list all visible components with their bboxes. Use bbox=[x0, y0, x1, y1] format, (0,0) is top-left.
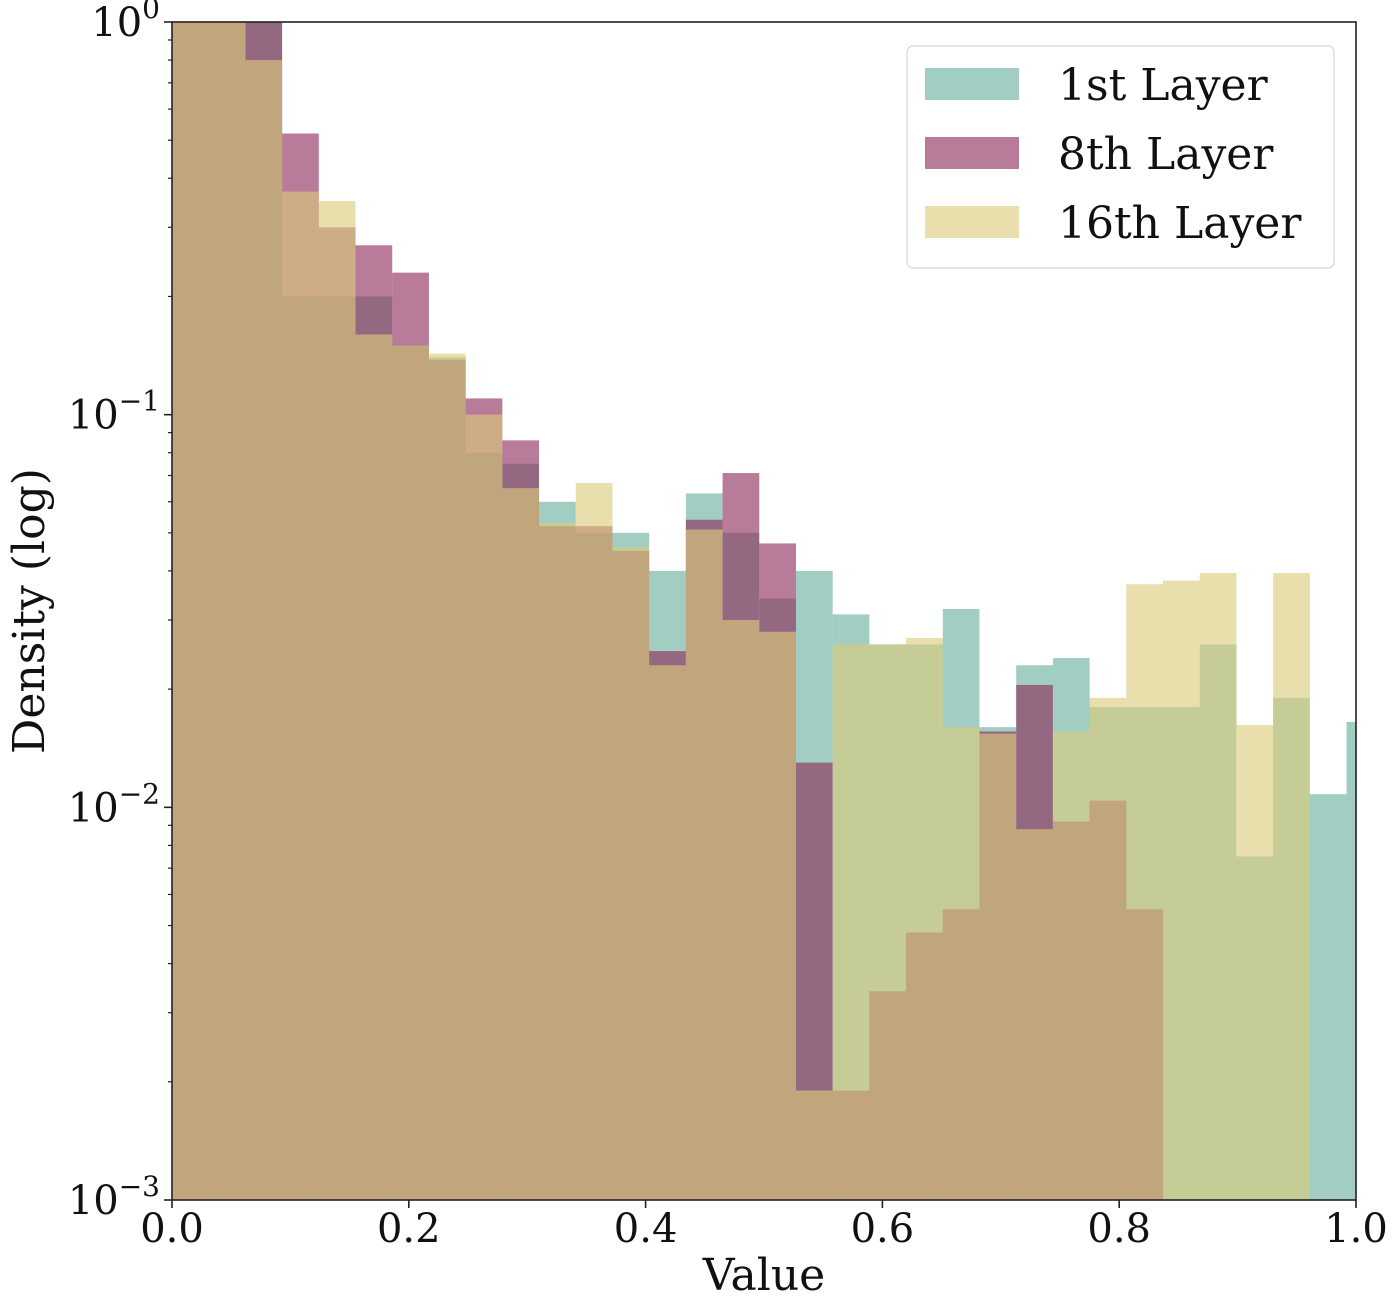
legend-swatch-8th-layer bbox=[925, 137, 1019, 169]
histogram-bar bbox=[1236, 725, 1274, 1200]
legend-label-8th-layer: 8th Layer bbox=[1058, 129, 1274, 180]
y-tick-label: 10−3 bbox=[68, 1170, 160, 1224]
x-tick-label: 1.0 bbox=[1324, 1206, 1388, 1252]
y-axis-ticks: 100 10−1 10−2 10−3 bbox=[68, 0, 172, 1224]
histogram-bar bbox=[722, 619, 760, 1200]
x-axis-ticks: 0.0 0.2 0.4 0.6 0.8 1.0 bbox=[140, 1200, 1388, 1252]
histogram-bar bbox=[428, 353, 466, 1200]
histogram-bar bbox=[1273, 573, 1310, 1200]
histogram-bar bbox=[612, 547, 650, 1200]
x-tick-label: 0.0 bbox=[140, 1206, 204, 1252]
histogram-bar bbox=[649, 665, 686, 1200]
histogram-bar bbox=[1126, 584, 1164, 1200]
histogram-bar bbox=[869, 644, 907, 1200]
histogram-bar bbox=[172, 22, 209, 1200]
histogram-bar bbox=[1199, 573, 1237, 1200]
x-tick-label: 0.4 bbox=[614, 1206, 678, 1252]
histogram-bar bbox=[1346, 721, 1356, 1200]
x-tick-label: 0.8 bbox=[1087, 1206, 1151, 1252]
plot-frame bbox=[171, 21, 1357, 1201]
histogram-bar bbox=[795, 1090, 833, 1200]
histogram-bar bbox=[906, 637, 943, 1200]
histogram-bar bbox=[1089, 697, 1127, 1200]
histogram-bar bbox=[942, 727, 980, 1200]
series-3 bbox=[172, 22, 1310, 1201]
y-tick-label: 100 bbox=[91, 0, 160, 46]
histogram-bar bbox=[208, 22, 246, 1200]
histogram-bar bbox=[465, 414, 503, 1201]
histogram-bar bbox=[979, 733, 1017, 1200]
histogram-bar bbox=[355, 334, 393, 1200]
histogram-bar bbox=[575, 482, 613, 1200]
legend-label-1st-layer: 1st Layer bbox=[1058, 60, 1269, 111]
y-tick-label: 10−2 bbox=[68, 777, 160, 831]
histogram-bar bbox=[245, 60, 283, 1200]
y-tick-label: 10−1 bbox=[68, 385, 160, 439]
histogram-bar bbox=[282, 191, 319, 1200]
histogram-bar bbox=[1309, 794, 1347, 1200]
histogram-bar bbox=[1052, 731, 1090, 1200]
x-tick-label: 0.6 bbox=[851, 1206, 915, 1252]
x-tick-label: 0.2 bbox=[377, 1206, 441, 1252]
histogram-bar bbox=[1016, 829, 1053, 1200]
histogram-bar bbox=[832, 644, 870, 1200]
histogram-bar bbox=[685, 529, 723, 1200]
histogram-bar bbox=[1163, 580, 1200, 1200]
histogram-bar bbox=[392, 345, 429, 1200]
legend: 1st Layer 8th Layer 16th Layer bbox=[906, 45, 1335, 269]
histogram-bar bbox=[539, 522, 576, 1200]
histogram-bars bbox=[172, 22, 1356, 1201]
x-axis-label: Value bbox=[702, 1250, 825, 1301]
legend-swatch-1st-layer bbox=[925, 68, 1019, 100]
legend-swatch-16th-layer bbox=[925, 206, 1019, 238]
legend-label-16th-layer: 16th Layer bbox=[1058, 198, 1302, 249]
histogram-bar bbox=[759, 631, 796, 1200]
histogram-bar bbox=[318, 201, 356, 1200]
histogram-bar bbox=[502, 488, 540, 1200]
y-axis-label: Density (log) bbox=[4, 468, 55, 754]
